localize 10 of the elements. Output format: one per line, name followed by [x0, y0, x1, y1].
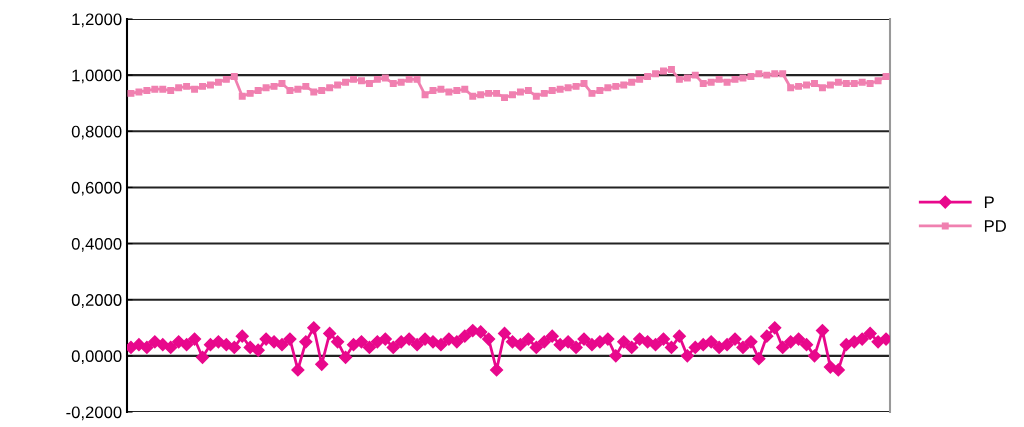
legend-label: P	[984, 196, 994, 208]
legend-label: PD	[984, 220, 1006, 232]
y-tick-label: 0,0000	[71, 350, 122, 365]
y-tick-label: 0,6000	[71, 181, 122, 196]
y-tick-label: 0,4000	[71, 237, 122, 252]
y-tick-label: 0,8000	[71, 125, 122, 140]
y-tick-label: 1,2000	[72, 13, 122, 28]
y-tick-label: 0,2000	[71, 294, 122, 308]
y-tick-label: -0,2000	[66, 406, 122, 421]
y-tick-label: 1,0000	[72, 69, 122, 84]
